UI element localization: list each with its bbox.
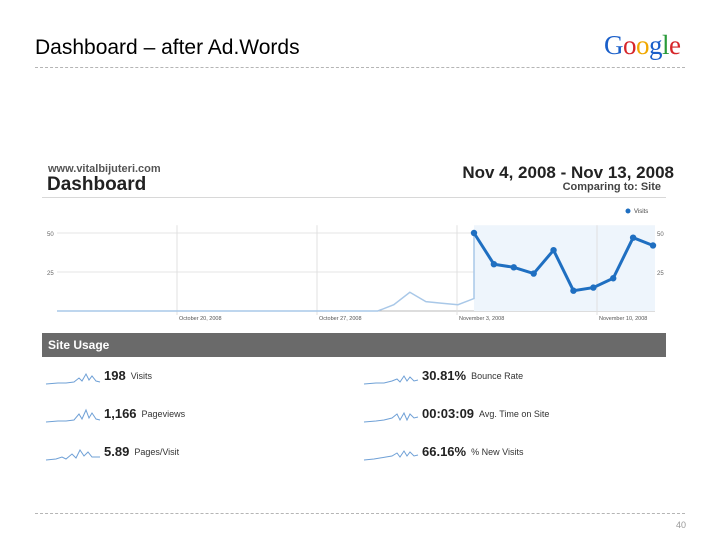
y-tick-label-left: 50	[47, 232, 54, 238]
metric-label: Pages/Visit	[134, 447, 180, 457]
metric-value: 1,166	[104, 406, 137, 421]
visits-data-point	[610, 275, 617, 282]
sparkline	[45, 408, 101, 423]
comparison-info[interactable]: Comparing to: Site	[500, 181, 661, 193]
metric--new-visits[interactable]: 66.16% % New Visits	[362, 442, 622, 462]
slide-title: Dashboard – after Ad.Words	[35, 36, 300, 59]
bottom-divider	[35, 513, 685, 514]
logo-letter: G	[604, 30, 624, 60]
sparkline-path	[363, 375, 419, 385]
x-tick-label: October 20, 2008	[179, 316, 222, 322]
visits-data-point	[510, 264, 517, 271]
sparkline-path	[45, 408, 101, 423]
y-tick-label-left: 25	[47, 271, 54, 277]
sparkline	[363, 375, 419, 385]
metric-label: Avg. Time on Site	[479, 409, 550, 419]
top-divider	[35, 67, 685, 68]
logo-letter: l	[662, 30, 670, 60]
site-url[interactable]: www.vitalbijuteri.com	[48, 163, 161, 175]
compare-label: Comparing to:	[562, 181, 638, 193]
visits-data-point	[590, 284, 597, 291]
page-number: 40	[675, 520, 686, 530]
logo-letter: e	[669, 30, 681, 60]
visits-data-point	[550, 246, 557, 254]
x-tick-label: November 3, 2008	[459, 316, 504, 322]
comparison-series-line	[57, 233, 475, 312]
metric-value: 5.89	[104, 444, 130, 459]
sparkline-path	[363, 450, 419, 461]
visits-data-point	[629, 234, 637, 241]
date-range[interactable]: Nov 4, 2008 - Nov 13, 2008	[462, 163, 674, 182]
x-tick-label: October 27, 2008	[319, 316, 362, 322]
sparkline	[45, 449, 100, 461]
legend-marker	[625, 208, 631, 214]
metric-pages-visit[interactable]: 5.89 Pages/Visit	[44, 442, 304, 462]
metric-value: 198	[104, 368, 126, 383]
metric-avg-time-on-site[interactable]: 00:03:09 Avg. Time on Site	[362, 404, 622, 424]
legend-label: Visits	[634, 209, 648, 215]
page-title: Dashboard	[47, 174, 147, 195]
compare-value: Site	[640, 181, 661, 193]
logo-letter: g	[649, 30, 663, 60]
metric-label: % New Visits	[471, 447, 524, 457]
metric-label: Visits	[130, 371, 153, 381]
sparkline	[363, 411, 419, 423]
visits-data-point	[490, 261, 498, 268]
visits-data-point	[530, 270, 537, 277]
site-usage-header: Site Usage	[42, 333, 666, 357]
metric-value: 30.81%	[422, 368, 467, 383]
metric-pageviews[interactable]: 1,166 Pageviews	[44, 404, 304, 424]
visits-series-line	[472, 232, 654, 293]
logo-letter: o	[623, 30, 637, 60]
sparkline-path	[45, 449, 100, 461]
x-tick-label: November 10, 2008	[599, 316, 647, 322]
metric-label: Bounce Rate	[471, 371, 524, 381]
visits-data-point	[570, 287, 577, 294]
y-tick-label-right: 25	[657, 271, 664, 277]
site-usage-title: Site Usage	[48, 338, 110, 352]
metric-bounce-rate[interactable]: 30.81% Bounce Rate	[362, 366, 622, 386]
visits-data-point	[470, 229, 478, 237]
metric-value: 00:03:09	[422, 406, 475, 421]
google-logo: Google	[604, 30, 681, 61]
visits-data-point	[649, 242, 657, 249]
header-divider	[42, 197, 666, 198]
logo-letter: o	[636, 30, 650, 60]
y-tick-label-right: 50	[657, 232, 664, 238]
sparkline	[363, 450, 419, 461]
metric-label: Pageviews	[141, 409, 186, 419]
metric-value: 66.16%	[422, 444, 467, 459]
sparkline	[45, 372, 101, 385]
sparkline-path	[45, 372, 101, 385]
date-range-highlight	[474, 225, 655, 311]
visits-chart: 50 50 25 25 October 20, 2008 October 27, 2008…	[47, 208, 664, 322]
metric-visits[interactable]: 198 Visits	[44, 366, 304, 386]
sparkline-path	[363, 411, 419, 423]
